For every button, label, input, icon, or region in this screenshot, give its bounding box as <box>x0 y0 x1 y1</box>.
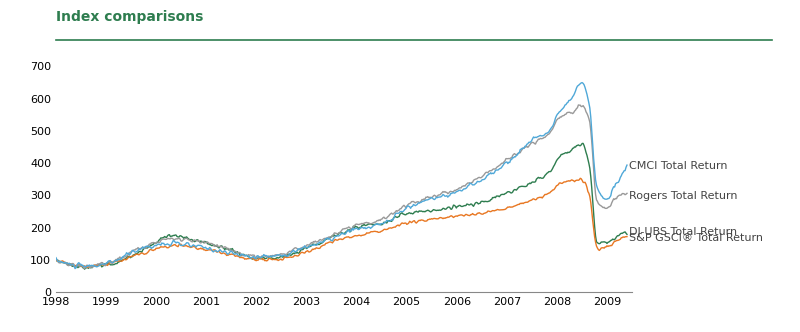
Text: S&P GSCI® Total Return: S&P GSCI® Total Return <box>630 233 763 243</box>
Text: Rogers Total Return: Rogers Total Return <box>630 191 738 201</box>
Text: Index comparisons: Index comparisons <box>56 10 203 24</box>
Text: CMCI Total Return: CMCI Total Return <box>630 161 728 171</box>
Text: DJ-UBS Total Return: DJ-UBS Total Return <box>630 227 738 237</box>
